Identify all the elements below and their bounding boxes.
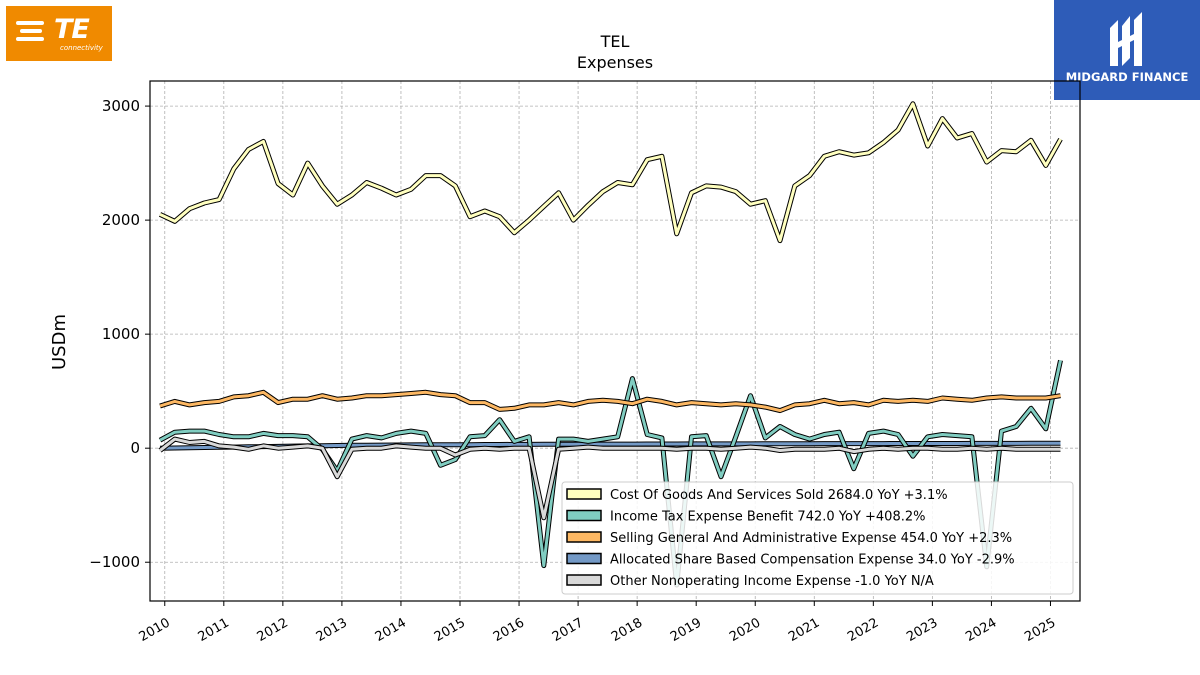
midgard-finance-name: MIDGARD FINANCE [1065, 70, 1189, 84]
legend-entry: Income Tax Expense Benefit 742.0 YoY +40… [610, 510, 925, 525]
x-tick-label: 2013 [314, 615, 350, 645]
series-line-2 [159, 389, 1061, 414]
plot-frame [149, 80, 1081, 602]
series-stroke [159, 102, 1062, 243]
y-tick-label: 1000 [102, 325, 140, 343]
te-logo-mark: TE [54, 14, 90, 45]
legend-swatch [566, 552, 602, 565]
y-tick-label: −1000 [89, 553, 140, 571]
x-tick-label: 2019 [668, 615, 704, 645]
x-tick-label: 2017 [550, 615, 586, 645]
series-lines [158, 101, 1063, 588]
y-axis-label: USDm [49, 314, 70, 370]
series-line-0 [158, 101, 1063, 244]
x-tick-label: 2022 [845, 615, 881, 645]
x-tick-label: 2011 [196, 615, 232, 645]
legend-entry: Allocated Share Based Compensation Expen… [610, 553, 1015, 568]
x-tick-label: 2020 [727, 615, 763, 645]
x-tick-label: 2010 [137, 615, 173, 645]
legend: Cost Of Goods And Services Sold 2684.0 Y… [561, 481, 1074, 595]
midgard-finance-logo: MIDGARD FINANCE [1054, 0, 1200, 100]
te-connectivity-logo: TE connectivity [6, 6, 112, 61]
x-tick-label: 2021 [786, 615, 822, 645]
x-tick-label: 2014 [373, 615, 409, 645]
legend-swatch [566, 574, 602, 586]
legend-entry: Cost Of Goods And Services Sold 2684.0 Y… [610, 488, 948, 503]
legend-box [561, 481, 1074, 595]
midgard-emblem-icon [1110, 12, 1142, 66]
x-tick-label: 2023 [904, 615, 940, 645]
legend-entry: Other Nonoperating Income Expense -1.0 Y… [610, 574, 934, 589]
y-tick-label: 2000 [102, 211, 140, 229]
x-tick-label: 2018 [609, 615, 645, 645]
x-tick-label: 2024 [963, 615, 999, 645]
x-tick-label: 2016 [491, 615, 527, 645]
y-tick-label: 0 [130, 439, 140, 457]
legend-entry: Selling General And Administrative Expen… [610, 531, 1012, 546]
legend-swatch [566, 488, 602, 500]
series-line-1 [158, 359, 1063, 588]
x-tick-label: 2025 [1022, 615, 1058, 645]
x-tick-label: 2012 [255, 615, 291, 645]
te-logo-subtext: connectivity [60, 44, 103, 52]
series-stroke [159, 360, 1062, 587]
legend-swatch [566, 531, 602, 543]
chart-subtitle: Expenses [577, 53, 653, 72]
x-tick-label: 2015 [432, 615, 468, 645]
y-tick-label: 3000 [102, 97, 140, 115]
series-line-4 [158, 436, 1061, 521]
legend-swatch [566, 509, 602, 522]
te-stripes-icon [16, 21, 48, 43]
series-stroke [159, 390, 1061, 413]
series-stroke [159, 437, 1061, 520]
chart-title: TEL [600, 32, 630, 51]
